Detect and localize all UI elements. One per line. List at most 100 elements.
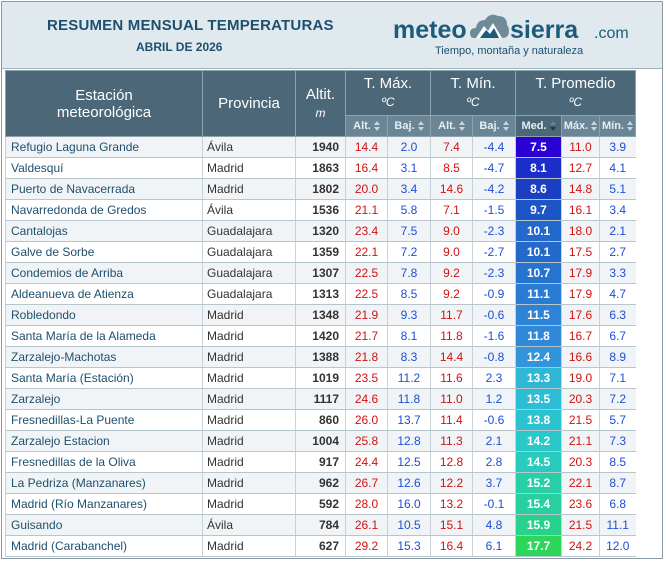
table-row: Santa María (Estación) Madrid 1019 23.5 11.2…: [5, 367, 636, 389]
tmax-low-cell: 7.2: [387, 241, 431, 263]
altitude-cell: 1117: [295, 388, 346, 410]
station-cell: Condemios de Arriba: [5, 262, 203, 284]
tmax-low-cell: 3.1: [387, 157, 431, 179]
tavg-median-cell: 13.8: [515, 409, 562, 431]
tmax-high-cell: 22.1: [345, 241, 388, 263]
altitude-cell: 1940: [295, 136, 346, 158]
table-row: Refugio Laguna Grande Ávila 1940 14.4 2.0 7.4…: [5, 136, 636, 158]
altitude-cell: 1307: [295, 262, 346, 284]
sort-tmin-high[interactable]: Alt.: [430, 115, 473, 137]
altitude-cell: 1348: [295, 304, 346, 326]
tmax-low-cell: 11.8: [387, 388, 431, 410]
column-header-province[interactable]: Provincia: [202, 70, 296, 137]
tmin-high-cell: 8.5: [430, 157, 473, 179]
tmin-high-cell: 7.1: [430, 199, 473, 221]
sort-arrows-icon: [458, 120, 465, 132]
station-cell: Puerto de Navacerrada: [5, 178, 203, 200]
tmax-low-cell: 2.0: [387, 136, 431, 158]
table-body: Refugio Laguna Grande Ávila 1940 14.4 2.0 7.4…: [5, 136, 636, 557]
sort-tavg-min[interactable]: Mín.: [599, 115, 636, 137]
province-cell: Madrid: [202, 472, 296, 494]
province-cell: Guadalajara: [202, 220, 296, 242]
station-cell: La Pedriza (Manzanares): [5, 472, 203, 494]
tmin-low-cell: -0.6: [472, 409, 516, 431]
logo-tagline: Tiempo, montaña y naturaleza: [435, 45, 584, 57]
tavg-min-cell: 8.9: [599, 346, 636, 368]
tmin-low-cell: -2.7: [472, 241, 516, 263]
station-cell: Robledondo: [5, 304, 203, 326]
tmin-low-cell: -0.8: [472, 346, 516, 368]
tavg-min-cell: 7.2: [599, 388, 636, 410]
tmax-high-cell: 14.4: [345, 136, 388, 158]
station-cell: Navarredonda de Gredos: [5, 199, 203, 221]
header-row: Estación meteorológica Provincia Altit. m…: [5, 70, 636, 137]
province-cell: Madrid: [202, 304, 296, 326]
tavg-median-cell: 10.7: [515, 262, 562, 284]
sort-tavg-median[interactable]: Med.: [515, 115, 562, 137]
tavg-max-cell: 17.6: [561, 304, 600, 326]
tavg-median-cell: 8.6: [515, 178, 562, 200]
tmin-high-cell: 7.4: [430, 136, 473, 158]
table-row: Santa María de la Alameda Madrid 1420 21.7 8…: [5, 325, 636, 347]
tmin-low-cell: 2.1: [472, 430, 516, 452]
tavg-min-cell: 3.9: [599, 136, 636, 158]
tmin-low-cell: 2.8: [472, 451, 516, 473]
tmax-low-cell: 13.7: [387, 409, 431, 431]
tavg-min-cell: 5.7: [599, 409, 636, 431]
sort-tmin-low[interactable]: Baj.: [472, 115, 516, 137]
tavg-median-cell: 9.7: [515, 199, 562, 221]
column-header-station[interactable]: Estación meteorológica: [5, 70, 203, 137]
tavg-max-cell: 17.9: [561, 283, 600, 305]
table-row: Galve de Sorbe Guadalajara 1359 22.1 7.2 9.0-…: [5, 241, 636, 263]
province-cell: Madrid: [202, 535, 296, 557]
table-row: Madrid (Río Manzanares) Madrid 592 28.0 16.0…: [5, 493, 636, 515]
tavg-min-cell: 8.5: [599, 451, 636, 473]
province-cell: Ávila: [202, 136, 296, 158]
table-row: Fresnedillas de la Oliva Madrid 917 24.4 12.…: [5, 451, 636, 473]
province-cell: Madrid: [202, 409, 296, 431]
tmax-high-cell: 29.2: [345, 535, 388, 557]
tavg-max-cell: 11.0: [561, 136, 600, 158]
page-title: RESUMEN MENSUAL TEMPERATURAS: [47, 17, 334, 34]
altitude-cell: 1019: [295, 367, 346, 389]
tmin-high-cell: 11.4: [430, 409, 473, 431]
province-cell: Guadalajara: [202, 283, 296, 305]
table-row: Valdesquí Madrid 1863 16.4 3.1 8.5 -4.7 8.1 12.7…: [5, 157, 636, 179]
tmin-high-cell: 11.0: [430, 388, 473, 410]
sort-tmax-high[interactable]: Alt.: [345, 115, 388, 137]
tavg-median-cell: 11.1: [515, 283, 562, 305]
station-cell: Cantalojas: [5, 220, 203, 242]
tavg-max-cell: 20.3: [561, 388, 600, 410]
tavg-max-cell: 19.0: [561, 367, 600, 389]
table-row: Madrid (Carabanchel) Madrid 627 29.2 15.3 16.…: [5, 535, 636, 557]
tmax-high-cell: 20.0: [345, 178, 388, 200]
column-header-altitude[interactable]: Altit. m: [295, 70, 346, 137]
tmax-low-cell: 7.8: [387, 262, 431, 284]
sort-tavg-max[interactable]: Máx.: [561, 115, 600, 137]
tavg-max-cell: 21.5: [561, 514, 600, 536]
table-row: Navarredonda de Gredos Ávila 1536 21.1 5.8 7.…: [5, 199, 636, 221]
table-row: Guisando Ávila 784 26.1 10.5 15.1 4.8 15.9 21.5 1…: [5, 514, 636, 536]
province-cell: Madrid: [202, 325, 296, 347]
station-cell: Madrid (Carabanchel): [5, 535, 203, 557]
tavg-median-cell: 12.4: [515, 346, 562, 368]
meteosierra-logo[interactable]: meteo sierra .com Tiempo, montaña y natu…: [390, 8, 640, 63]
tmax-low-cell: 3.4: [387, 178, 431, 200]
tmax-high-cell: 23.5: [345, 367, 388, 389]
sort-tmax-low[interactable]: Baj.: [387, 115, 431, 137]
sort-arrows-icon: [417, 120, 424, 132]
tmin-low-cell: -4.4: [472, 136, 516, 158]
province-cell: Guadalajara: [202, 262, 296, 284]
tavg-min-cell: 11.1: [599, 514, 636, 536]
tavg-min-cell: 6.8: [599, 493, 636, 515]
tmax-high-cell: 21.1: [345, 199, 388, 221]
tavg-median-cell: 10.1: [515, 241, 562, 263]
province-cell: Madrid: [202, 346, 296, 368]
tmax-high-cell: 24.4: [345, 451, 388, 473]
tmax-high-cell: 26.7: [345, 472, 388, 494]
sort-arrows-icon: [591, 120, 598, 132]
altitude-cell: 860: [295, 409, 346, 431]
tmax-low-cell: 8.1: [387, 325, 431, 347]
tmin-low-cell: -0.1: [472, 493, 516, 515]
tavg-max-cell: 14.8: [561, 178, 600, 200]
